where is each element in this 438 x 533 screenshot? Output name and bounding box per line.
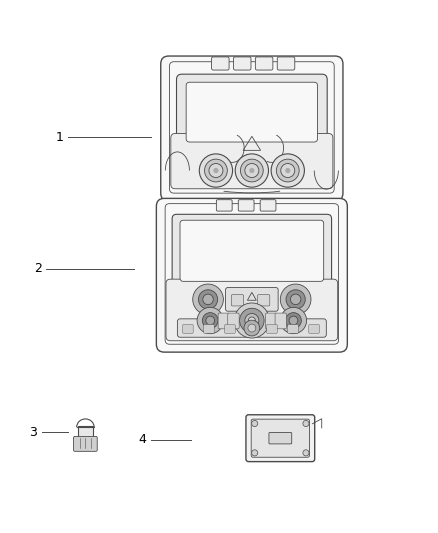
Circle shape [205,159,227,182]
FancyBboxPatch shape [177,74,327,149]
FancyBboxPatch shape [204,325,214,333]
FancyBboxPatch shape [161,56,343,201]
FancyBboxPatch shape [251,419,309,457]
Circle shape [303,421,309,426]
Circle shape [234,303,269,338]
FancyBboxPatch shape [231,295,244,306]
Circle shape [280,308,307,334]
Circle shape [248,324,256,332]
Circle shape [240,308,264,333]
Circle shape [281,164,295,177]
FancyBboxPatch shape [267,325,277,333]
Circle shape [249,168,254,173]
Circle shape [286,313,301,328]
Circle shape [271,154,304,187]
Circle shape [202,313,218,328]
Circle shape [235,154,268,187]
FancyBboxPatch shape [172,214,332,288]
Circle shape [198,290,218,309]
Circle shape [289,316,298,325]
FancyBboxPatch shape [309,325,319,333]
Circle shape [245,313,259,327]
FancyBboxPatch shape [183,325,193,333]
FancyBboxPatch shape [260,200,276,211]
FancyBboxPatch shape [265,313,277,329]
FancyBboxPatch shape [277,57,295,70]
Circle shape [213,168,219,173]
Text: 1: 1 [56,131,64,144]
Circle shape [251,421,258,426]
Text: 3: 3 [29,425,37,439]
Circle shape [206,316,215,325]
Circle shape [193,284,223,314]
Circle shape [251,450,258,456]
FancyBboxPatch shape [218,313,230,329]
Circle shape [276,159,299,182]
FancyBboxPatch shape [216,200,232,211]
Circle shape [286,290,305,309]
Circle shape [244,320,260,336]
FancyBboxPatch shape [238,200,254,211]
Circle shape [248,317,255,324]
Circle shape [199,154,233,187]
FancyBboxPatch shape [246,325,256,333]
FancyBboxPatch shape [166,279,338,341]
Circle shape [245,164,259,177]
Circle shape [285,168,290,173]
Text: 2: 2 [34,262,42,275]
Circle shape [290,294,301,305]
FancyBboxPatch shape [156,198,347,352]
Circle shape [203,294,213,305]
FancyBboxPatch shape [212,57,229,70]
FancyBboxPatch shape [228,313,239,329]
FancyBboxPatch shape [186,82,318,142]
FancyBboxPatch shape [288,325,298,333]
FancyBboxPatch shape [246,415,314,462]
Text: 4: 4 [139,433,147,446]
FancyBboxPatch shape [171,133,333,189]
FancyBboxPatch shape [258,295,270,306]
FancyBboxPatch shape [269,432,292,444]
FancyBboxPatch shape [255,57,273,70]
FancyBboxPatch shape [225,325,235,333]
FancyBboxPatch shape [78,426,93,438]
FancyBboxPatch shape [226,288,278,311]
FancyBboxPatch shape [233,57,251,70]
FancyBboxPatch shape [177,319,326,337]
FancyBboxPatch shape [275,313,286,329]
Circle shape [303,450,309,456]
FancyBboxPatch shape [180,220,324,281]
Circle shape [280,284,311,314]
Circle shape [209,164,223,177]
Circle shape [240,159,263,182]
FancyBboxPatch shape [74,437,97,451]
Circle shape [197,308,223,334]
